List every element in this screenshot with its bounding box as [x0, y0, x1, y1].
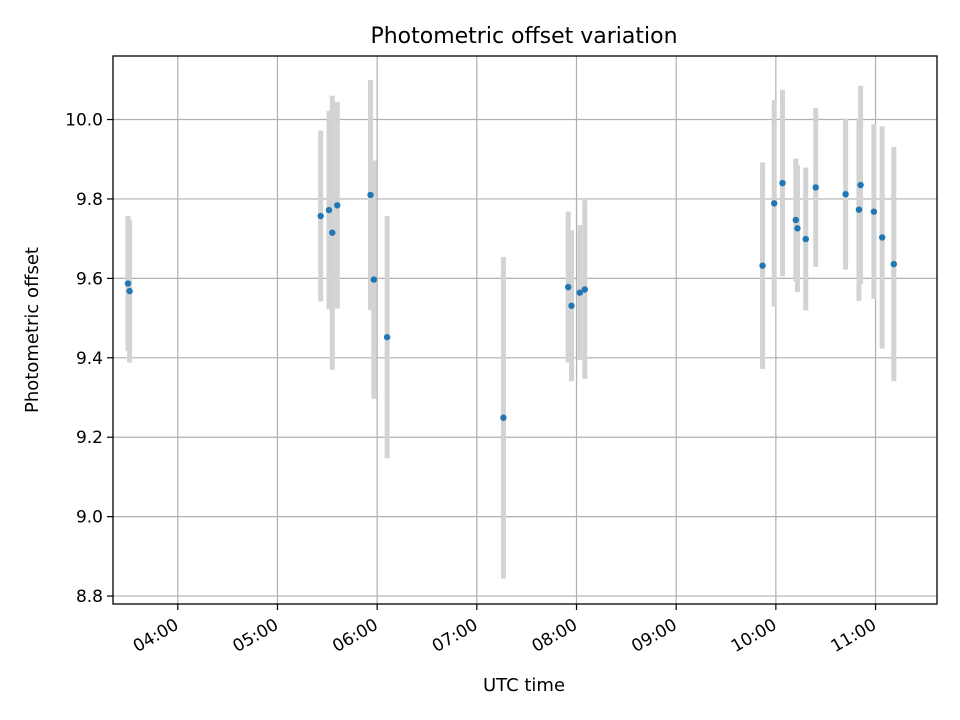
data-point	[812, 184, 819, 191]
data-point	[581, 286, 589, 293]
data-point	[802, 235, 809, 243]
data-point	[383, 333, 391, 341]
data-point	[370, 276, 378, 283]
y-tick-label: 9.8	[76, 190, 103, 210]
data-point	[126, 287, 133, 295]
data-point	[779, 179, 786, 187]
data-point	[870, 208, 878, 215]
data-point	[500, 414, 507, 421]
chart-title: Photometric offset variation	[370, 24, 677, 49]
data-point	[576, 289, 584, 296]
y-tick-label: 9.4	[76, 349, 103, 369]
y-tick-label: 9.0	[76, 508, 103, 528]
data-point	[890, 260, 898, 268]
y-tick-label: 9.2	[76, 428, 103, 448]
data-point	[855, 206, 863, 213]
data-point	[124, 280, 132, 287]
x-tick-label: 09:00	[628, 615, 680, 657]
x-tick-label: 06:00	[329, 615, 381, 657]
x-tick-label: 10:00	[728, 615, 780, 657]
data-point	[759, 262, 766, 269]
y-tick-label: 8.8	[76, 587, 103, 607]
data-point	[878, 234, 886, 241]
y-tick-label: 9.6	[76, 269, 103, 289]
data-point	[334, 202, 341, 209]
x-tick-label: 05:00	[230, 615, 282, 657]
data-point	[325, 206, 333, 214]
data-point	[568, 302, 575, 309]
x-tick-label: 11:00	[828, 615, 880, 657]
data-point	[794, 225, 801, 232]
data-point	[367, 191, 374, 199]
data-points	[124, 179, 898, 421]
error-bars	[125, 79, 897, 579]
axis-ticks: 04:00 05:00 06:00 07:00 08:00 09:00 10:00 11:00…	[65, 111, 880, 657]
data-point	[770, 200, 778, 207]
y-tick-label: 10.0	[65, 111, 103, 131]
data-point	[564, 283, 572, 291]
x-tick-label: 08:00	[529, 615, 581, 657]
x-axis-label: UTC time	[483, 675, 565, 696]
data-point	[329, 229, 336, 236]
data-point	[317, 212, 324, 220]
x-tick-label: 07:00	[429, 615, 481, 657]
x-tick-label: 04:00	[130, 615, 182, 657]
data-point	[792, 216, 799, 224]
data-point	[842, 190, 849, 198]
plot-frame	[112, 55, 938, 605]
y-axis-label: Photometric offset	[22, 247, 43, 413]
data-point	[857, 181, 864, 189]
